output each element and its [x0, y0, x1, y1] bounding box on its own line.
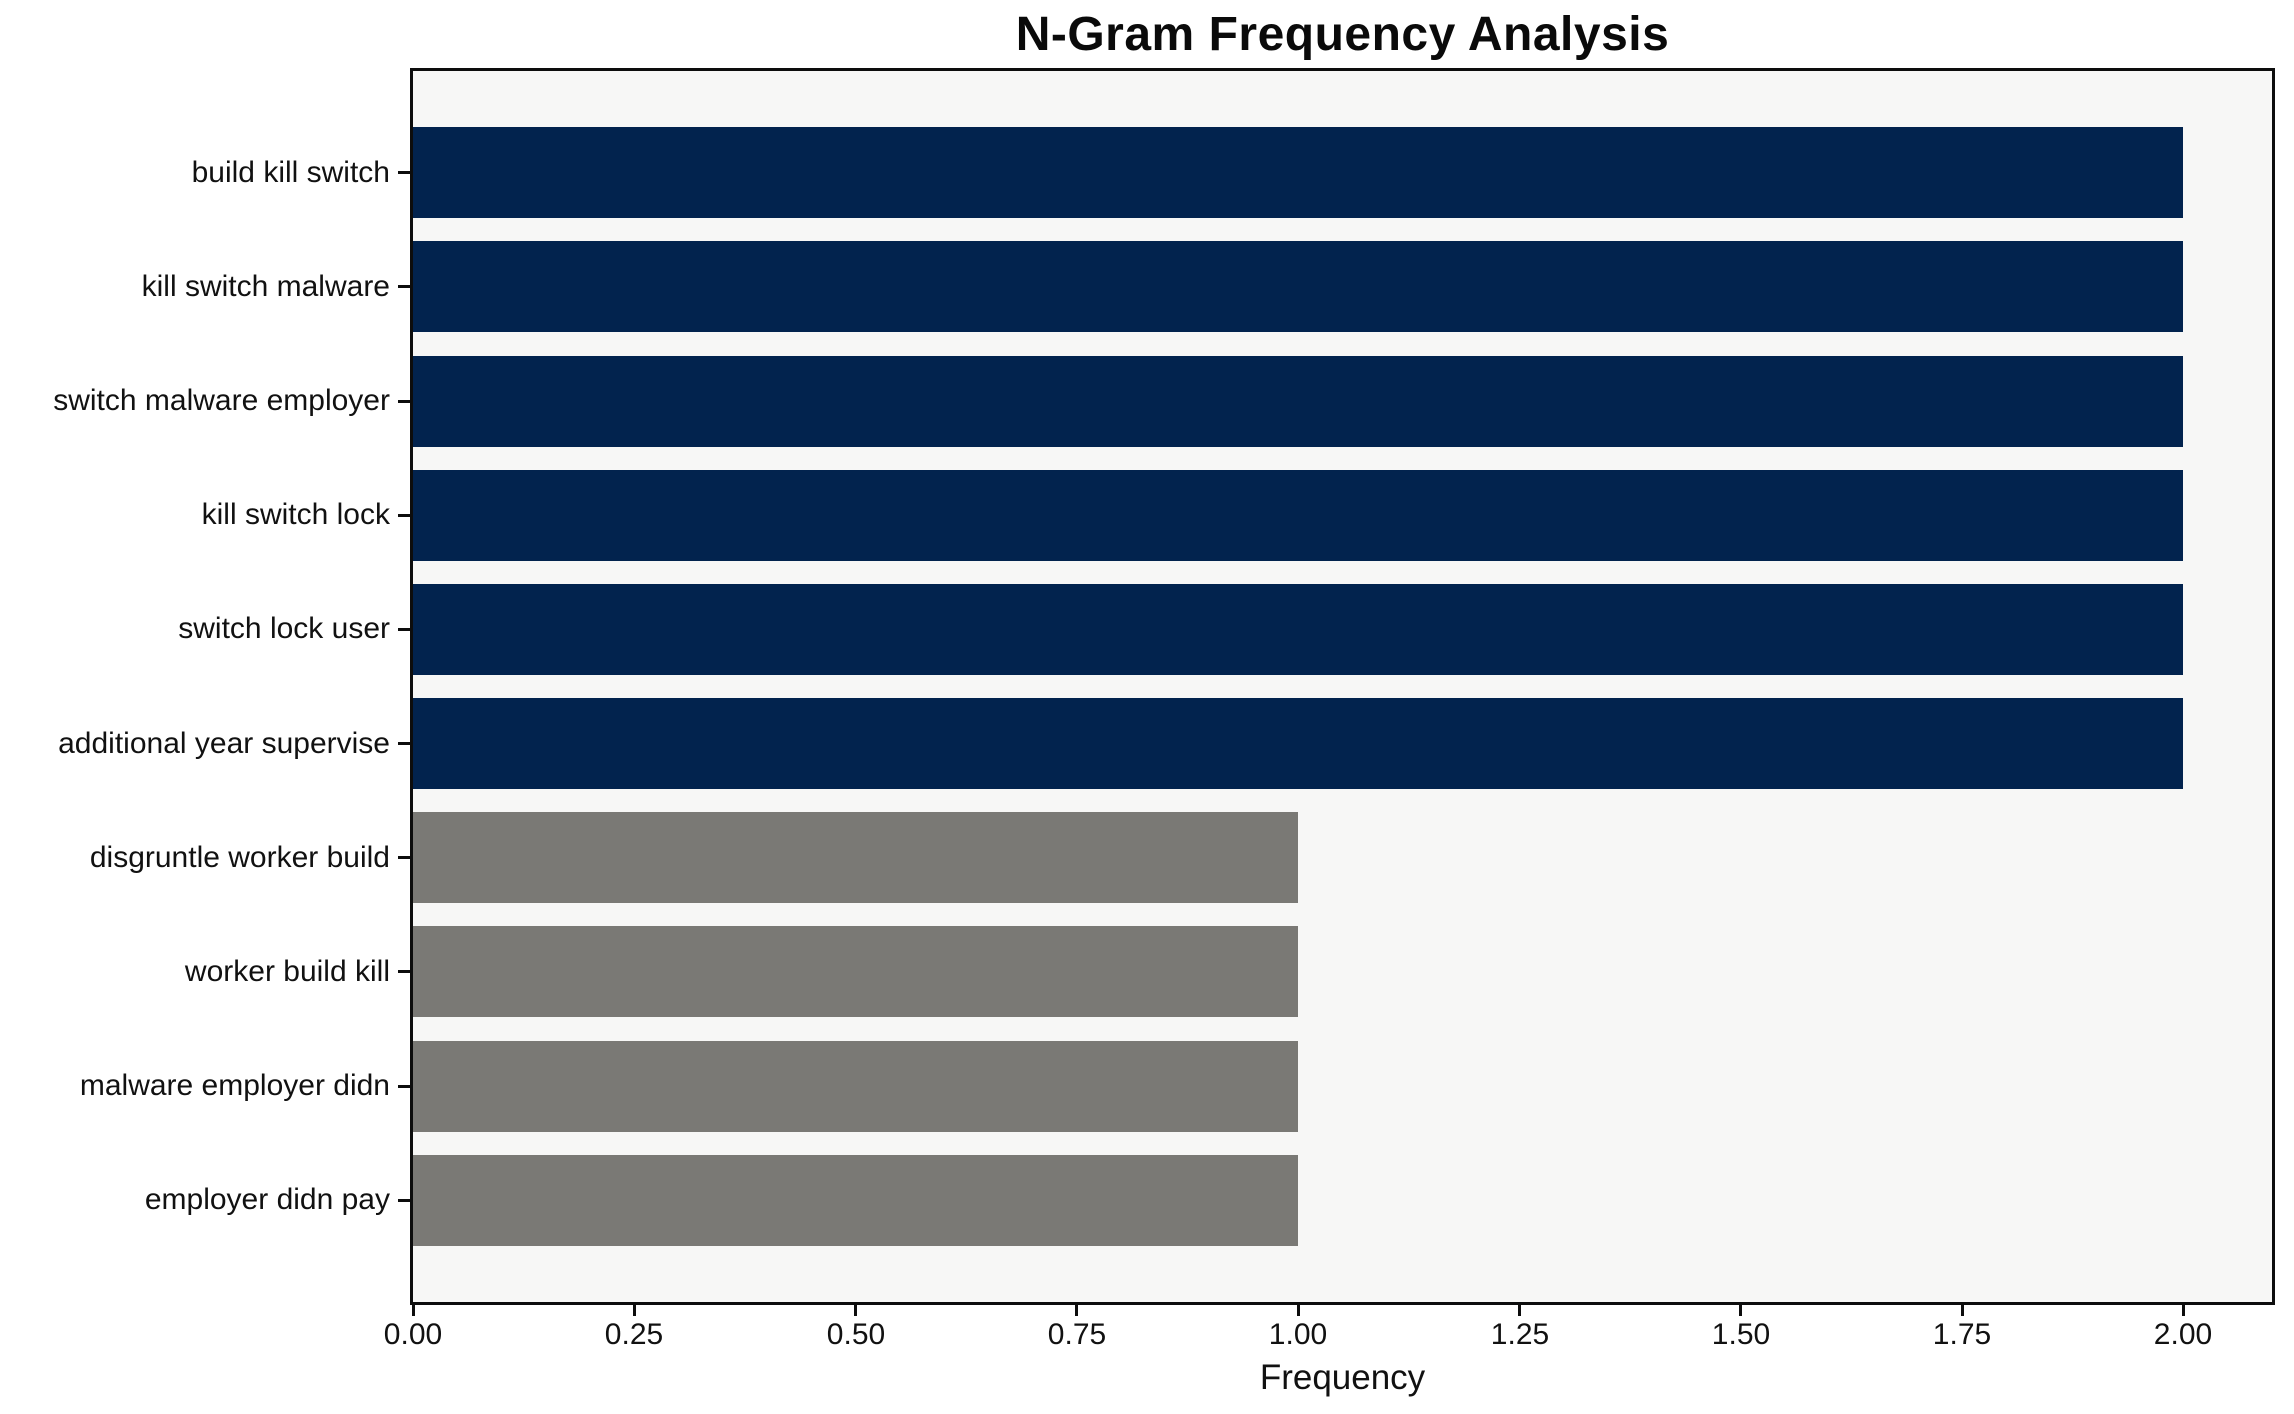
bar [413, 698, 2183, 789]
x-tick-mark [1518, 1305, 1521, 1316]
bar [413, 812, 1298, 903]
x-tick-mark [633, 1305, 636, 1316]
y-tick-mark [398, 970, 410, 973]
bar [413, 1041, 1298, 1132]
y-category-label: switch malware employer [53, 384, 390, 417]
x-tick-label: 0.25 [604, 1318, 664, 1351]
y-tick-mark [398, 285, 410, 288]
x-tick-label: 1.50 [1711, 1318, 1771, 1351]
y-category-label: additional year supervise [58, 727, 390, 760]
y-tick-mark [398, 514, 410, 517]
x-axis-label: Frequency [1259, 1358, 1426, 1397]
y-tick-mark [398, 1085, 410, 1088]
x-tick-mark [1961, 1305, 1964, 1316]
bar [413, 241, 2183, 332]
y-category-label: malware employer didn [79, 1069, 390, 1102]
bar [413, 127, 2183, 218]
x-tick-mark [412, 1305, 415, 1316]
x-tick-label: 0.50 [826, 1318, 886, 1351]
y-tick-mark [398, 1199, 410, 1202]
bar [413, 584, 2183, 675]
x-tick-label: 1.75 [1932, 1318, 1992, 1351]
y-category-label: disgruntle worker build [89, 841, 390, 874]
x-tick-label: 0.75 [1047, 1318, 1107, 1351]
y-category-label: switch lock user [178, 612, 390, 645]
y-category-label: kill switch lock [201, 498, 390, 531]
y-category-label: employer didn pay [144, 1183, 390, 1216]
y-tick-mark [398, 742, 410, 745]
x-tick-mark [1739, 1305, 1742, 1316]
y-tick-mark [398, 856, 410, 859]
bar [413, 926, 1298, 1017]
y-category-label: kill switch malware [141, 270, 390, 303]
x-tick-label: 0.00 [383, 1318, 443, 1351]
x-tick-mark [854, 1305, 857, 1316]
x-tick-mark [1297, 1305, 1300, 1316]
y-tick-mark [398, 400, 410, 403]
y-tick-mark [398, 628, 410, 631]
x-tick-label: 1.25 [1490, 1318, 1550, 1351]
x-tick-label: 1.00 [1268, 1318, 1328, 1351]
plot-area [410, 68, 2275, 1305]
x-tick-label: 2.00 [2153, 1318, 2213, 1351]
chart-title: N-Gram Frequency Analysis [1015, 8, 1670, 61]
bar [413, 1155, 1298, 1246]
bar [413, 356, 2183, 447]
y-category-label: worker build kill [184, 955, 390, 988]
y-category-label: build kill switch [191, 156, 390, 189]
x-tick-mark [2182, 1305, 2185, 1316]
y-tick-mark [398, 171, 410, 174]
bar [413, 470, 2183, 561]
x-tick-mark [1075, 1305, 1078, 1316]
